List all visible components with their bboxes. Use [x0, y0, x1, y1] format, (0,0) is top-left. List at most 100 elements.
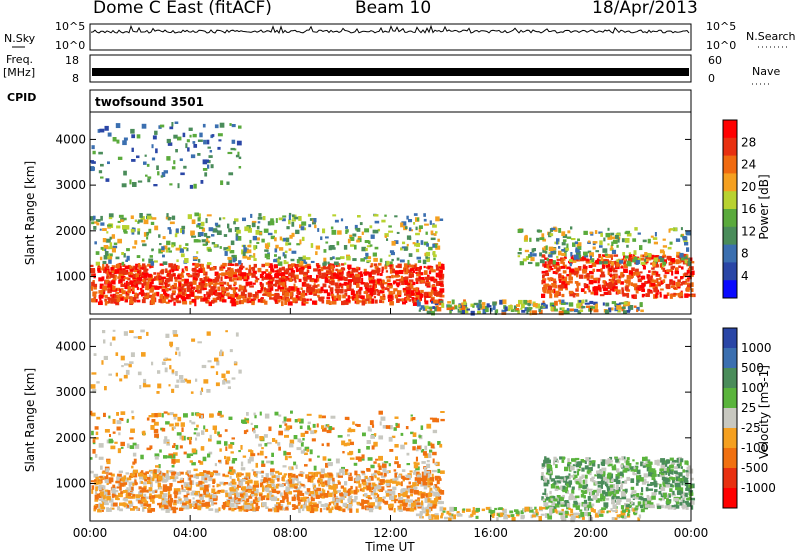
power-cell [245, 281, 250, 286]
velocity-cell [169, 504, 172, 508]
power-cell [400, 247, 403, 251]
power-cell [246, 273, 249, 276]
velocity-cell [120, 491, 124, 494]
velocity-cell [257, 452, 260, 456]
velocity-cell [374, 505, 380, 509]
power-cell [628, 270, 634, 275]
power-cell [370, 263, 374, 268]
power-cell [222, 286, 225, 292]
velocity-cell [393, 469, 397, 472]
velocity-cell [215, 470, 219, 474]
power-cell [139, 213, 143, 218]
power-cell [261, 271, 265, 276]
power-cell [607, 243, 610, 246]
power-cell [233, 287, 238, 290]
power-cell [228, 228, 232, 233]
power-cell [188, 127, 193, 131]
power-cell [374, 246, 379, 250]
power-cell [435, 216, 440, 222]
power-cell [545, 270, 549, 273]
power-cell [517, 228, 523, 234]
velocity-cell [98, 480, 102, 485]
power-cell [340, 256, 345, 260]
velocity-cell [243, 489, 248, 493]
velocity-cell [100, 477, 104, 480]
power-cell [194, 290, 200, 293]
power-cell [618, 302, 622, 305]
velocity-cell [370, 434, 376, 439]
power-cell [592, 268, 596, 273]
power-cell [374, 299, 378, 304]
power-cell [637, 257, 641, 262]
velocity-cell [368, 504, 371, 509]
velocity-cell [254, 488, 259, 494]
velocity-cell [597, 470, 602, 475]
power-cell [171, 244, 175, 248]
power-cell [550, 268, 554, 271]
power-cell [158, 248, 163, 254]
power-cell [264, 300, 268, 305]
power-cell [638, 273, 641, 277]
velocity-cell [643, 473, 648, 478]
velocity-cell [193, 432, 197, 435]
power-cell [369, 285, 372, 288]
velocity-cell [352, 499, 357, 503]
power-cell [159, 124, 165, 128]
power-cell [236, 140, 242, 146]
power-cell [99, 300, 103, 303]
power-cell [556, 267, 561, 272]
power-cell [136, 255, 141, 259]
velocity-cell [424, 445, 428, 451]
power-cell [101, 266, 107, 271]
power-cell [341, 273, 344, 277]
power-cell [391, 274, 394, 279]
velocity-cell [138, 486, 142, 490]
velocity-cell [263, 495, 267, 498]
velocity-cell [355, 456, 361, 460]
velocity-cell [676, 472, 679, 476]
velocity-cell [357, 489, 360, 493]
power-cell [437, 272, 443, 276]
power-cell [326, 296, 331, 300]
power-cell [189, 300, 192, 305]
velocity-cell [145, 384, 151, 388]
power-cell [565, 287, 568, 291]
velocity-cell [247, 479, 253, 483]
velocity-cell [107, 490, 111, 496]
velocity-cell [420, 449, 425, 453]
power-cell [521, 303, 525, 309]
power-cell [119, 296, 124, 301]
power-cell [404, 268, 408, 272]
power-cell [541, 280, 544, 285]
power-cell [276, 273, 282, 277]
velocity-cell [258, 492, 263, 496]
power-cell [437, 238, 440, 242]
power-cell [379, 299, 383, 304]
velocity-cell [262, 487, 265, 492]
power-cell [327, 279, 330, 284]
velocity-cell [654, 489, 658, 492]
velocity-cell [197, 341, 202, 344]
velocity-cell [177, 416, 182, 422]
velocity-cell [327, 477, 333, 481]
power-cell [555, 261, 560, 266]
velocity-cell [382, 496, 386, 499]
power-cell [136, 299, 141, 303]
velocity-cell [97, 508, 102, 513]
velocity-cell [257, 497, 261, 501]
power-cell [424, 297, 427, 303]
power-cell [610, 307, 614, 311]
velocity-cell [268, 426, 272, 432]
power-cell [440, 284, 444, 288]
power-cell [299, 224, 302, 229]
power-cell [404, 280, 409, 285]
power-cell [686, 269, 690, 274]
power-cell [622, 274, 625, 277]
power-cell [93, 295, 96, 300]
power-cell [336, 241, 340, 246]
velocity-cell [176, 432, 182, 436]
power-cell [684, 272, 689, 276]
power-cell [632, 258, 636, 263]
velocity-cell [280, 492, 283, 497]
power-cell [268, 275, 273, 280]
